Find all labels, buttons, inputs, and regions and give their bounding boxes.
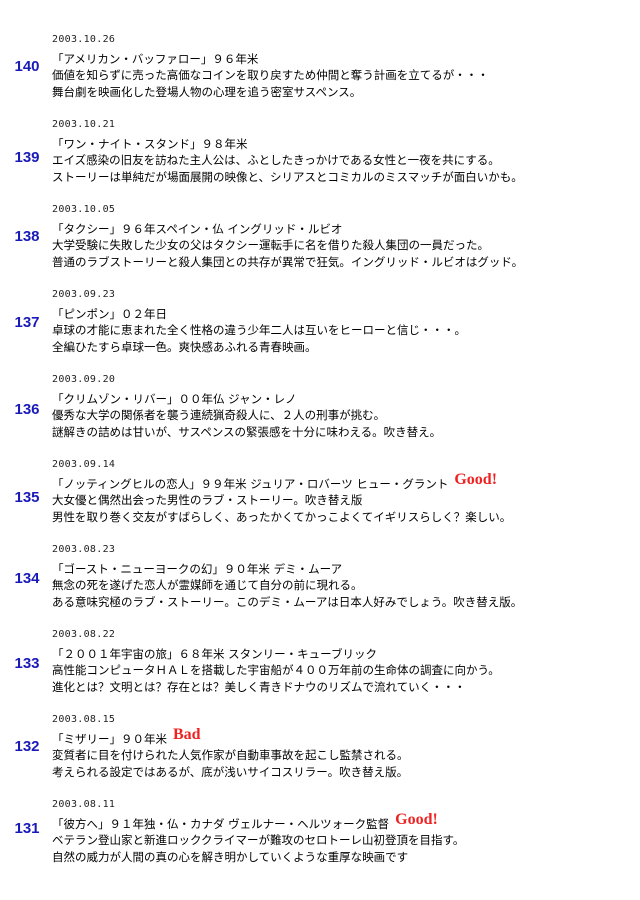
entry-title-line: 「ワン・ナイト・スタンド」９８年米 (52, 136, 248, 152)
review-entry-135: 135 2003.09.14 「ノッティングヒルの恋人」９９年米 ジュリア・ロバ… (0, 459, 640, 543)
entry-number: 139 (14, 149, 40, 166)
entry-title-line: 「ピンポン」０２年日 (52, 306, 167, 322)
entry-number: 133 (14, 655, 40, 672)
review-entry-131: 131 2003.08.11 「彼方へ」９１年独・仏・カナダ ヴェルナー・ヘルツ… (0, 799, 640, 883)
entry-title: 「ゴースト・ニューヨークの幻」９０年米 デミ・ムーア (52, 562, 343, 576)
entry-number: 137 (14, 314, 40, 331)
entry-title-line: 「ノッティングヒルの恋人」９９年米 ジュリア・ロバーツ ヒュー・グラント Good… (52, 472, 497, 492)
entry-number: 138 (14, 228, 40, 245)
entry-title-line: 「タクシー」９６年スペイン・仏 イングリッド・ルビオ (52, 221, 342, 237)
entry-date: 2003.08.23 (52, 544, 116, 555)
entry-synopsis: 価値を知らずに売った高価なコインを取り戻すため仲間と奪う計画を立てるが・・・ (52, 68, 489, 82)
entry-title-line: 「アメリカン・バッファロー」９６年米 (52, 51, 258, 67)
entry-title: 「ミザリー」９０年米 (52, 732, 167, 746)
entry-number: 134 (14, 570, 40, 587)
entry-title-line: 「ゴースト・ニューヨークの幻」９０年米 デミ・ムーア (52, 561, 342, 577)
review-entry-138: 138 2003.10.05 「タクシー」９６年スペイン・仏 イングリッド・ルビ… (0, 204, 640, 288)
entry-comment: ある意味究極のラブ・ストーリー。このデミ・ムーアは日本人好みでしょう。吹き替え版… (52, 595, 523, 609)
review-entry-134: 134 2003.08.23 「ゴースト・ニューヨークの幻」９０年米 デミ・ムー… (0, 544, 640, 628)
entry-comment: 普通のラブストーリーと殺人集団との共存が異常で狂気。イングリッド・ルビオはグッド… (52, 255, 524, 269)
entry-title: 「２００１年宇宙の旅」６８年米 スタンリー・キューブリック (52, 647, 377, 661)
entry-title-line: 「２００１年宇宙の旅」６８年米 スタンリー・キューブリック (52, 646, 377, 662)
entry-comment: 進化とは？文明とは？存在とは？美しく青きドナウのリズムで流れていく・・・ (52, 680, 466, 694)
entry-number: 135 (14, 489, 40, 506)
review-entry-133: 133 2003.08.22 「２００１年宇宙の旅」６８年米 スタンリー・キュー… (0, 629, 640, 713)
entry-comment: 男性を取り巻く交友がすばらしく、あったかくてかっこよくてイギリスらしく？楽しい。 (52, 510, 512, 524)
entry-synopsis: 変質者に目を付けられた人気作家が自動車事故を起こし監禁される。 (52, 748, 409, 762)
entry-number: 136 (14, 401, 40, 418)
entry-comment: ストーリーは単純だが場面展開の映像と、シリアスとコミカルのミスマッチが面白いかも… (52, 170, 523, 184)
entry-title-line: 「ミザリー」９０年米 Bad (52, 727, 201, 747)
entry-title: 「ノッティングヒルの恋人」９９年米 ジュリア・ロバーツ ヒュー・グラント (52, 477, 449, 491)
entry-title-line: 「クリムゾン・リバー」００年仏 ジャン・レノ (52, 391, 297, 407)
entry-comment: 考えられる設定ではあるが、底が浅いサイコスリラー。吹き替え版。 (52, 765, 409, 779)
entry-date: 2003.10.05 (52, 204, 116, 215)
review-entry-136: 136 2003.09.20 「クリムゾン・リバー」００年仏 ジャン・レノ 優秀… (0, 374, 640, 458)
entry-date: 2003.08.15 (52, 714, 116, 725)
entry-synopsis: 高性能コンピュータＨＡＬを搭載した宇宙船が４００万年前の生命体の調査に向かう。 (52, 663, 500, 677)
rating-badge-bad: Bad (173, 726, 201, 743)
entry-number: 131 (14, 820, 40, 837)
entry-title: 「クリムゾン・リバー」００年仏 ジャン・レノ (52, 392, 297, 406)
entry-date: 2003.08.22 (52, 629, 116, 640)
entry-synopsis: 優秀な大学の関係者を襲う連続猟奇殺人に、２人の刑事が挑む。 (52, 408, 386, 422)
entry-date: 2003.08.11 (52, 799, 116, 810)
review-entry-140: 140 2003.10.26 「アメリカン・バッファロー」９６年米 価値を知らず… (0, 34, 640, 118)
entry-date: 2003.10.21 (52, 119, 116, 130)
entry-number: 132 (14, 738, 40, 755)
entry-title: 「タクシー」９６年スペイン・仏 イングリッド・ルビオ (52, 222, 343, 236)
entry-title: 「ワン・ナイト・スタンド」９８年米 (52, 137, 248, 151)
entry-number: 140 (14, 58, 40, 75)
entry-comment: 舞台劇を映画化した登場人物の心理を追う密室サスペンス。 (52, 85, 362, 99)
entry-title: 「ピンポン」０２年日 (52, 307, 167, 321)
entry-title: 「彼方へ」９１年独・仏・カナダ ヴェルナー・ヘルツォーク監督 (52, 817, 390, 831)
entry-title: 「アメリカン・バッファロー」９６年米 (52, 52, 259, 66)
review-entry-139: 139 2003.10.21 「ワン・ナイト・スタンド」９８年米 エイズ感染の旧… (0, 119, 640, 203)
entry-date: 2003.09.14 (52, 459, 116, 470)
entry-synopsis: 大女優と偶然出会った男性のラブ・ストーリー。吹き替え版 (52, 493, 363, 507)
entry-comment: 自然の威力が人間の真の心を解き明かしていくような重厚な映画です (52, 850, 409, 864)
entry-comment: 全編ひたすら卓球一色。爽快感あふれる青春映画。 (52, 340, 317, 354)
entry-synopsis: ベテラン登山家と新進ロッククライマーが難攻のセロトーレ山初登頂を目指す。 (52, 833, 465, 847)
entry-date: 2003.09.23 (52, 289, 116, 300)
entry-title-line: 「彼方へ」９１年独・仏・カナダ ヴェルナー・ヘルツォーク監督 Good! (52, 812, 438, 832)
entry-synopsis: 無念の死を遂げた恋人が霊媒師を通じて自分の前に現れる。 (52, 578, 363, 592)
rating-badge-good: Good! (395, 811, 438, 828)
entry-date: 2003.09.20 (52, 374, 116, 385)
rating-badge-good: Good! (454, 471, 498, 488)
entry-synopsis: 卓球の才能に恵まれた全く性格の違う少年二人は互いをヒーローと信じ・・・。 (52, 323, 466, 337)
entry-date: 2003.10.26 (52, 34, 116, 45)
review-entry-137: 137 2003.09.23 「ピンポン」０２年日 卓球の才能に恵まれた全く性格… (0, 289, 640, 373)
entry-synopsis: エイズ感染の旧友を訪ねた主人公は、ふとしたきっかけである女性と一夜を共にする。 (52, 153, 500, 167)
entry-comment: 謎解きの詰めは甘いが、サスペンスの緊張感を十分に味わえる。吹き替え。 (52, 425, 442, 439)
review-entry-132: 132 2003.08.15 「ミザリー」９０年米 Bad 変質者に目を付けられた… (0, 714, 640, 798)
entry-synopsis: 大学受験に失敗した少女の父はタクシー運転手に名を借りた殺人集団の一員だった。 (52, 238, 489, 252)
